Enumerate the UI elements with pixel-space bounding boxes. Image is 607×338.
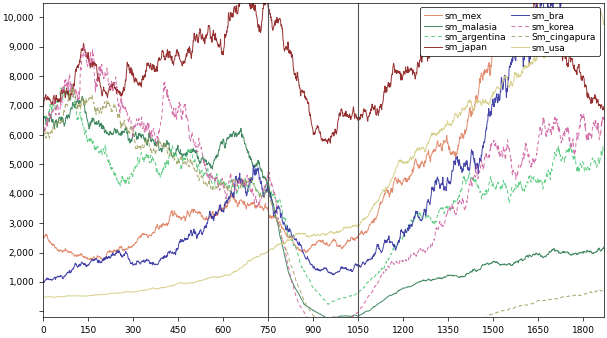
sm_japan	[164, 48, 171, 52]
sm_mex	[116, 246, 123, 250]
sm_mex	[100, 258, 107, 262]
sm_mex	[208, 215, 215, 219]
sm_argentina	[600, 148, 607, 152]
sm_korea	[183, 117, 190, 121]
sm_malasia	[583, 248, 591, 252]
Sm_cingapura	[164, 148, 171, 152]
sm_malasia	[243, 146, 250, 150]
sm_korea	[164, 94, 171, 98]
sm_bra	[40, 281, 47, 285]
sm_usa	[583, 6, 590, 10]
sm_usa	[164, 285, 171, 289]
sm_usa	[243, 262, 250, 266]
Line: sm_usa: sm_usa	[43, 8, 604, 297]
sm_korea	[583, 137, 591, 141]
sm_bra	[243, 194, 250, 198]
Line: sm_argentina: sm_argentina	[43, 84, 604, 304]
sm_usa	[208, 275, 215, 280]
Sm_cingapura	[208, 186, 215, 190]
sm_argentina	[583, 167, 591, 171]
Sm_cingapura	[600, 288, 607, 292]
sm_korea	[600, 113, 607, 117]
sm_argentina	[164, 161, 171, 165]
sm_malasia	[183, 152, 190, 156]
sm_usa	[183, 281, 190, 285]
sm_usa	[51, 295, 58, 299]
sm_japan	[600, 108, 607, 112]
Sm_cingapura	[183, 161, 190, 165]
sm_usa	[116, 291, 123, 295]
Sm_cingapura	[68, 86, 75, 90]
sm_bra	[208, 214, 215, 218]
sm_malasia	[116, 132, 123, 137]
sm_mex	[164, 222, 171, 226]
sm_japan	[39, 103, 47, 107]
sm_korea	[81, 43, 88, 47]
sm_argentina	[208, 178, 215, 182]
Line: Sm_cingapura: Sm_cingapura	[43, 88, 604, 338]
sm_usa	[39, 295, 47, 299]
Sm_cingapura	[583, 291, 591, 295]
sm_mex	[183, 215, 190, 219]
sm_bra	[39, 280, 47, 284]
sm_malasia	[208, 166, 215, 170]
sm_bra	[164, 250, 171, 255]
Line: sm_bra: sm_bra	[43, 0, 604, 283]
sm_korea	[116, 106, 123, 110]
sm_argentina	[183, 154, 190, 158]
sm_mex	[243, 207, 250, 211]
sm_japan	[324, 141, 331, 145]
sm_malasia	[600, 245, 607, 249]
sm_bra	[183, 237, 190, 241]
sm_japan	[116, 92, 123, 96]
Line: sm_mex: sm_mex	[43, 0, 604, 260]
sm_korea	[39, 118, 47, 122]
sm_argentina	[324, 302, 331, 306]
Line: sm_malasia: sm_malasia	[43, 96, 604, 318]
Sm_cingapura	[243, 183, 250, 187]
Line: sm_japan: sm_japan	[43, 0, 604, 143]
sm_korea	[243, 180, 250, 185]
sm_argentina	[68, 82, 75, 87]
Sm_cingapura	[39, 133, 47, 137]
sm_japan	[583, 95, 591, 99]
Sm_cingapura	[116, 116, 123, 120]
sm_argentina	[116, 182, 123, 186]
sm_japan	[182, 55, 189, 59]
Legend: sm_mex, sm_malasia, sm_argentina, sm_japan, sm_bra, sm_korea, Sm_cingapura, sm_u: sm_mex, sm_malasia, sm_argentina, sm_jap…	[421, 7, 600, 56]
sm_malasia	[39, 118, 47, 122]
sm_malasia	[325, 316, 332, 320]
sm_malasia	[79, 94, 86, 98]
sm_argentina	[243, 179, 250, 183]
Line: sm_korea: sm_korea	[43, 45, 604, 338]
sm_japan	[207, 37, 214, 41]
sm_usa	[583, 9, 591, 13]
sm_usa	[600, 20, 607, 24]
sm_malasia	[164, 142, 171, 146]
sm_korea	[208, 171, 215, 175]
sm_bra	[116, 250, 123, 255]
sm_mex	[39, 236, 47, 240]
sm_argentina	[39, 133, 47, 137]
